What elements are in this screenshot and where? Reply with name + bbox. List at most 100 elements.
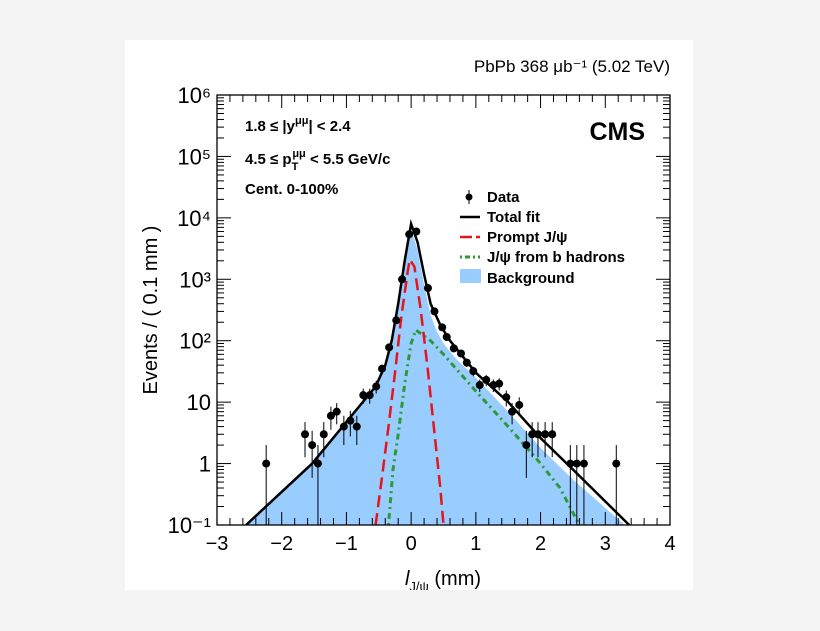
- data-point: [442, 332, 451, 341]
- data-point: [359, 388, 368, 404]
- data-point: [508, 403, 517, 425]
- data-marker: [392, 316, 401, 325]
- data-marker: [541, 430, 550, 439]
- data-marker: [378, 364, 387, 373]
- data-marker: [359, 391, 368, 400]
- data-point: [541, 422, 550, 458]
- data-point: [469, 366, 478, 377]
- data-marker: [579, 459, 588, 468]
- chart: −3 −2 −1 0 1 2 3 4 10⁻¹ 1 10 10² 10³ 10⁴ 10⁵ 10⁶ PbPb 3…: [140, 57, 676, 590]
- y-axis-label: Events / ( 0.1 mm ): [140, 226, 162, 395]
- data-marker: [469, 367, 478, 376]
- data-point: [412, 227, 421, 236]
- data-marker: [412, 227, 421, 236]
- y-tick-label: 10⁶: [177, 83, 211, 108]
- legend-background-swatch: [460, 269, 481, 283]
- x-tick-label: −2: [270, 533, 293, 555]
- annotation-pt: 4.5 ≤ pTμμ < 5.5 GeV/c: [245, 148, 390, 173]
- legend-label: Prompt J/ψ: [487, 229, 567, 246]
- data-point: [313, 445, 322, 525]
- data-point: [449, 344, 458, 353]
- data-marker: [326, 411, 335, 420]
- data-point: [405, 230, 414, 239]
- data-point: [392, 316, 401, 325]
- data-marker: [346, 416, 355, 425]
- data-marker: [372, 382, 381, 391]
- plot-frame: [216, 94, 671, 526]
- data-marker: [515, 400, 524, 409]
- data-marker: [332, 407, 341, 416]
- data-point: [579, 445, 588, 525]
- data-marker: [533, 430, 542, 439]
- legend-label: J/ψ from b hadrons: [487, 249, 625, 266]
- data-marker: [430, 307, 439, 316]
- data-marker: [612, 459, 621, 468]
- data-point: [515, 397, 524, 416]
- data-point: [495, 378, 504, 391]
- data-marker: [398, 275, 407, 284]
- x-tick-label: −3: [206, 533, 229, 555]
- data-marker: [462, 358, 471, 367]
- data-marker: [313, 459, 322, 468]
- data-point: [378, 364, 387, 374]
- y-tick-label: 10³: [179, 267, 211, 292]
- data-point: [372, 380, 381, 394]
- data-point: [612, 445, 621, 525]
- y-tick-label: 1: [199, 452, 211, 477]
- legend-label: Data: [487, 189, 520, 206]
- data-marker: [365, 391, 374, 400]
- annotation-rapidity: 1.8 ≤ |yμμ| < 2.4: [245, 115, 351, 135]
- data-marker: [308, 441, 317, 450]
- data-marker: [319, 430, 328, 439]
- x-tick-label: 3: [600, 533, 611, 555]
- data-point: [475, 379, 484, 392]
- data-marker: [262, 459, 271, 468]
- data-marker: [508, 407, 517, 416]
- data-marker: [566, 459, 575, 468]
- data-marker: [301, 430, 310, 439]
- data-point: [398, 275, 407, 284]
- data-marker: [339, 422, 348, 431]
- data-marker: [495, 379, 504, 388]
- y-tick-label: 10: [187, 390, 211, 415]
- data-point: [533, 422, 542, 458]
- cms-label: CMS: [589, 118, 645, 146]
- data-marker: [522, 441, 531, 450]
- x-axis-label: lJ/ψ (mm): [405, 568, 481, 590]
- y-tick-label: 10⁵: [177, 144, 211, 169]
- data-marker: [548, 430, 557, 439]
- data-point: [548, 422, 557, 458]
- header-text: PbPb 368 μb⁻¹ (5.02 TeV): [474, 57, 670, 76]
- data-point: [326, 406, 335, 430]
- data-point: [502, 390, 511, 407]
- y-tick-label: 10⁻¹: [168, 513, 211, 538]
- data-marker: [528, 430, 537, 439]
- data-point: [365, 388, 374, 404]
- data-marker: [352, 422, 361, 431]
- data-marker: [442, 332, 451, 341]
- background-area: [246, 229, 625, 525]
- data-point: [522, 430, 531, 478]
- data-marker: [438, 323, 447, 332]
- data-point: [438, 323, 447, 332]
- data-marker: [456, 349, 465, 358]
- data-point: [301, 422, 310, 458]
- data-point: [482, 374, 491, 387]
- data-point: [339, 415, 348, 446]
- data-point: [319, 422, 328, 458]
- legend-label: Total fit: [487, 209, 540, 226]
- data-point: [346, 410, 355, 437]
- data-point: [262, 445, 271, 525]
- data-point: [572, 445, 581, 525]
- data-marker: [385, 343, 394, 352]
- data-point: [308, 430, 317, 478]
- data-point: [566, 445, 575, 525]
- data-marker: [572, 459, 581, 468]
- legend: Data Total fit Prompt J/ψ J/ψ from b hadron…: [460, 189, 625, 287]
- x-tick-label: −1: [335, 533, 358, 555]
- nonprompt-curve: [387, 327, 581, 525]
- x-tick-label: 2: [535, 533, 546, 555]
- data-point: [423, 284, 432, 293]
- data-marker: [482, 375, 491, 384]
- legend-label: Background: [487, 270, 575, 287]
